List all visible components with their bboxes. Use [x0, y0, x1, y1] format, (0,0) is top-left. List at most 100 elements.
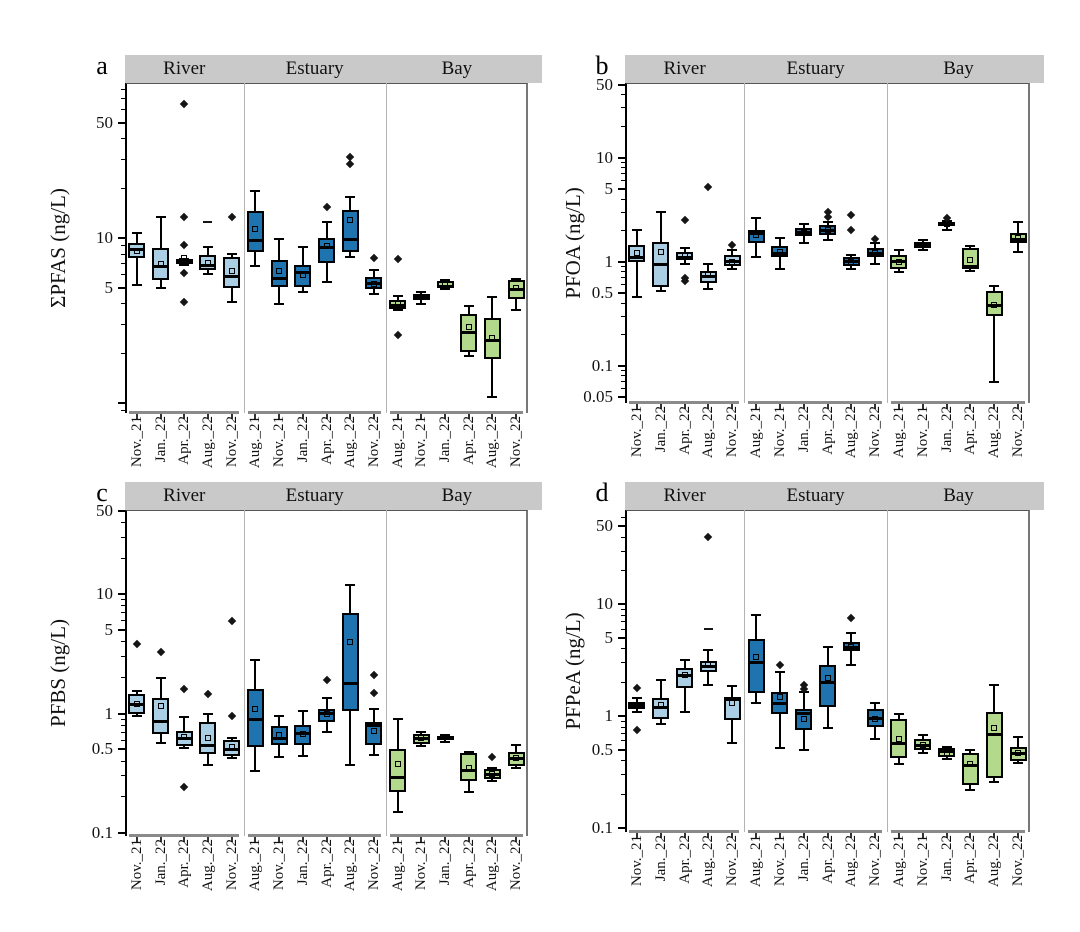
median-line — [1009, 752, 1027, 756]
y-minor-tick — [621, 733, 625, 734]
whisker — [635, 261, 638, 297]
group-axis-line — [129, 834, 239, 837]
mean-marker — [991, 725, 998, 732]
whisker-cap — [487, 766, 498, 769]
median-line — [294, 732, 312, 736]
whisker-cap — [392, 308, 403, 311]
y-minor-tick — [121, 620, 125, 622]
x-tick — [850, 404, 853, 409]
y-minor-tick — [621, 621, 625, 623]
whisker-cap — [345, 764, 356, 767]
whisker-cap — [321, 697, 332, 700]
median-line — [412, 296, 430, 300]
whisker-cap — [179, 716, 190, 719]
x-tick — [325, 414, 328, 419]
median-line — [270, 736, 288, 740]
median-line — [890, 260, 908, 264]
whisker-cap — [368, 753, 379, 756]
median-line — [866, 717, 884, 721]
y-minor-tick — [621, 628, 625, 630]
y-major-tick — [618, 292, 625, 295]
median-line — [699, 664, 717, 668]
whisker — [897, 269, 900, 272]
whisker-cap — [1013, 221, 1024, 224]
whisker — [325, 698, 328, 709]
y-minor-tick — [621, 265, 625, 267]
whisker-cap — [631, 697, 642, 700]
y-tick-label: 0.1 — [91, 822, 113, 842]
x-tick-label: Aug._22 — [484, 839, 501, 892]
column-header-river: River — [663, 58, 706, 79]
whisker-cap — [774, 670, 785, 673]
median-line — [199, 264, 217, 268]
median-line — [460, 330, 478, 334]
group-separator — [744, 510, 746, 832]
x-tick-label: Nov._22 — [867, 406, 884, 458]
whisker-cap — [155, 215, 166, 218]
whisker-cap — [989, 684, 1000, 687]
median-line — [128, 247, 146, 251]
whisker-cap — [274, 756, 285, 759]
whisker — [969, 785, 972, 790]
whisker — [206, 246, 209, 256]
y-minor-tick — [121, 410, 125, 412]
median-line — [318, 712, 335, 716]
whisker — [993, 316, 996, 382]
whisker — [802, 236, 805, 244]
whisker — [731, 249, 734, 256]
whisker-cap — [131, 715, 142, 718]
y-major-tick — [618, 156, 625, 159]
y-major-tick — [118, 593, 125, 596]
median-line — [1009, 237, 1027, 241]
whisker — [301, 711, 304, 726]
whisker-cap — [798, 242, 809, 245]
whisker-cap — [870, 263, 881, 266]
x-tick — [515, 414, 518, 419]
mean-marker — [657, 702, 664, 709]
y-major-tick — [618, 83, 625, 86]
mean-marker — [729, 700, 736, 707]
column-header-river: River — [163, 485, 206, 506]
y-major-tick — [618, 525, 625, 528]
whisker — [993, 685, 996, 712]
x-tick — [420, 837, 423, 842]
y-major-tick — [118, 831, 125, 834]
y-tick-label: 50 — [96, 112, 113, 132]
whisker-cap — [965, 788, 976, 791]
whisker-cap — [131, 231, 142, 234]
whisker — [467, 351, 470, 356]
y-minor-tick — [621, 682, 625, 684]
y-major-tick — [118, 748, 125, 751]
whisker — [372, 289, 375, 294]
whisker — [1017, 222, 1020, 233]
y-minor-tick — [121, 641, 125, 643]
median-line — [152, 720, 170, 724]
column-header-bay: Bay — [943, 485, 974, 506]
whisker-cap — [870, 702, 881, 705]
y-tick-label: 5 — [104, 277, 114, 297]
y-major-tick — [118, 237, 125, 240]
whisker-cap — [131, 689, 142, 692]
whisker — [778, 257, 781, 270]
whisker-cap — [202, 272, 213, 275]
x-tick-label: Nov._21 — [128, 839, 145, 891]
column-header-river: River — [663, 485, 706, 506]
mean-marker — [895, 258, 902, 265]
x-tick — [897, 404, 900, 409]
whisker-cap — [463, 750, 474, 753]
x-tick-label: Nov._21 — [771, 835, 788, 887]
y-minor-tick — [621, 161, 625, 163]
y-tick-label: 0.5 — [91, 739, 113, 759]
whisker-cap — [392, 810, 403, 813]
y-major-tick — [118, 629, 125, 632]
x-tick — [444, 837, 447, 842]
median-line — [128, 702, 146, 706]
group-separator — [887, 510, 889, 832]
y-major-tick — [618, 364, 625, 367]
whisker — [467, 781, 470, 792]
mean-marker — [157, 703, 164, 710]
y-major-tick — [618, 187, 625, 190]
x-tick — [707, 833, 710, 838]
x-tick-label: Aug._22 — [843, 835, 860, 888]
whisker-cap — [774, 236, 785, 239]
